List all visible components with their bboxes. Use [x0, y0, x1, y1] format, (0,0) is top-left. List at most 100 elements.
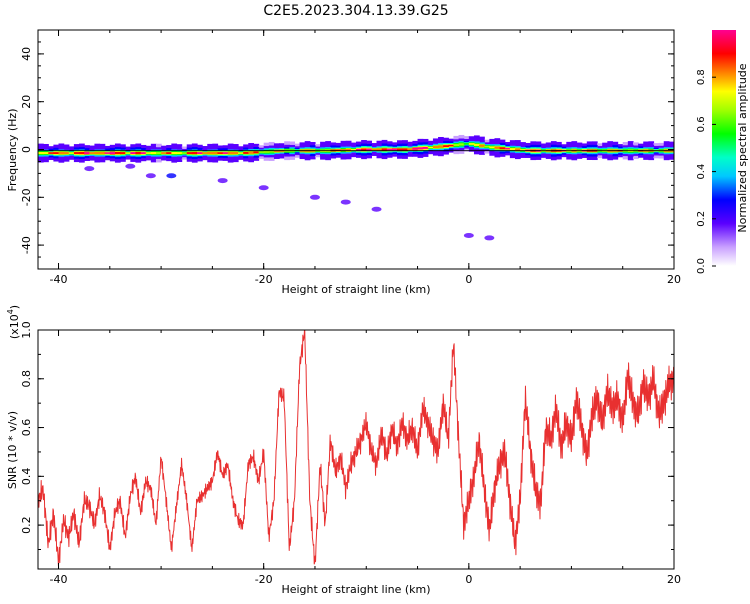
figure-title: C2E5.2023.304.13.39.G25	[263, 3, 448, 19]
heatmap-cell	[463, 142, 470, 145]
snr-ticks: -40 -20 0 20 0.2 0.4 0.6 0.8 1.0	[20, 321, 681, 586]
heatmap-cell	[484, 145, 490, 148]
heatmap-cell	[181, 152, 188, 154]
x-tick-label: 20	[667, 273, 681, 286]
heatmap-cell	[248, 151, 255, 154]
heatmap-cell	[386, 148, 393, 151]
snr-scale-prefix: (x10	[8, 314, 21, 339]
heatmap-cell	[422, 146, 429, 149]
heatmap-cell	[125, 152, 131, 154]
heatmap-cell	[448, 144, 455, 147]
heatmap-ticks: -40 -20 0 20 -40 -20 0 20 40	[20, 30, 681, 286]
heatmap-cell	[202, 152, 208, 154]
heatmap-cell	[84, 152, 90, 154]
heatmap-cell	[63, 152, 70, 155]
heatmap-cell	[145, 152, 152, 154]
y-tick-label: 1.0	[20, 321, 33, 339]
heatmap-image	[38, 134, 674, 241]
heatmap-blob	[166, 173, 177, 179]
heatmap-cell	[104, 152, 111, 154]
heatmap-cell	[43, 152, 49, 155]
heatmap-cell	[489, 146, 496, 149]
snr-scale-close: )	[8, 305, 21, 309]
heatmap-blob	[309, 194, 320, 200]
y-tick-label: 0.6	[20, 419, 33, 437]
y-tick-label: 0.4	[20, 468, 33, 486]
heatmap-cell	[263, 150, 270, 153]
heatmap-cell	[438, 145, 444, 148]
heatmap-cell	[356, 148, 362, 151]
heatmap-cell	[402, 148, 408, 151]
snr-scale-exponent: 4	[6, 309, 15, 314]
heatmap-cell	[227, 152, 234, 155]
heatmap-cell	[366, 148, 372, 151]
heatmap-cell	[361, 148, 367, 151]
heatmap-cell	[140, 152, 147, 154]
heatmap-cell	[109, 152, 116, 155]
heatmap-cell	[350, 149, 357, 151]
heatmap-blob	[145, 173, 156, 179]
heatmap-cell	[443, 145, 449, 148]
heatmap-cell	[494, 146, 501, 149]
colorbar-tick-label: 0.4	[696, 164, 707, 180]
y-tick-label: -40	[20, 236, 33, 254]
colorbar-tick-label: 0.8	[696, 69, 707, 85]
heatmap-x-label: Height of straight line (km)	[281, 283, 430, 296]
colorbar-tick-label: 0.0	[696, 258, 707, 274]
heatmap-blob	[84, 166, 95, 172]
heatmap-cell	[509, 148, 516, 151]
heatmap-blob	[484, 235, 495, 241]
colorbar-tick-label: 0.2	[696, 211, 707, 227]
y-tick-label: 0.8	[20, 370, 33, 388]
snr-frame	[37, 329, 675, 570]
heatmap-cell	[371, 148, 378, 151]
y-tick-label: -20	[20, 188, 33, 206]
heatmap-cell	[58, 152, 65, 155]
heatmap-cell	[120, 152, 126, 155]
snr-x-label: Height of straight line (km)	[281, 583, 430, 596]
x-tick-label: -20	[255, 573, 273, 586]
heatmap-cell	[458, 143, 465, 146]
heatmap-cell	[99, 152, 106, 155]
heatmap-cell	[48, 152, 54, 154]
heatmap-cell	[453, 143, 460, 147]
colorbar-gradient	[712, 30, 736, 266]
heatmap-cell	[217, 152, 224, 154]
heatmap-cell	[515, 148, 521, 151]
x-tick-label: -20	[255, 273, 273, 286]
heatmap-cell	[520, 149, 526, 151]
heatmap-cell	[397, 148, 403, 151]
heatmap-cell	[381, 148, 388, 151]
heatmap-cell	[212, 152, 219, 155]
heatmap-cell	[258, 151, 265, 153]
heatmap-cell	[166, 152, 172, 154]
y-tick-label: 40	[20, 47, 33, 61]
heatmap-cell	[243, 151, 249, 154]
heatmap-cell	[479, 144, 485, 147]
heatmap-cell	[130, 152, 137, 155]
heatmap-cell	[94, 152, 101, 155]
heatmap-cell	[79, 152, 85, 155]
heatmap-blob	[340, 199, 351, 205]
y-tick-label: 0	[20, 146, 33, 153]
heatmap-cell	[191, 152, 198, 155]
heatmap-cell	[207, 152, 213, 155]
y-tick-label: 0.2	[20, 516, 33, 534]
heatmap-cell	[407, 148, 414, 151]
heatmap-cell	[176, 152, 183, 155]
x-tick-label: 20	[667, 573, 681, 586]
heatmap-cell	[432, 146, 439, 149]
heatmap-cell	[273, 150, 280, 153]
heatmap-cell	[376, 148, 383, 151]
heatmap-cell	[114, 152, 121, 155]
snr-series-line	[38, 330, 674, 567]
heatmap-cell	[150, 152, 157, 155]
heatmap-cell	[38, 152, 44, 155]
heatmap-cell	[197, 152, 203, 155]
heatmap-cell	[391, 148, 398, 151]
colorbar-tick-label: 0.6	[696, 116, 707, 132]
heatmap-cell	[222, 152, 229, 154]
colorbar-ticks: 0.0 0.2 0.4 0.6 0.8	[696, 69, 716, 274]
heatmap-blob	[217, 178, 228, 184]
